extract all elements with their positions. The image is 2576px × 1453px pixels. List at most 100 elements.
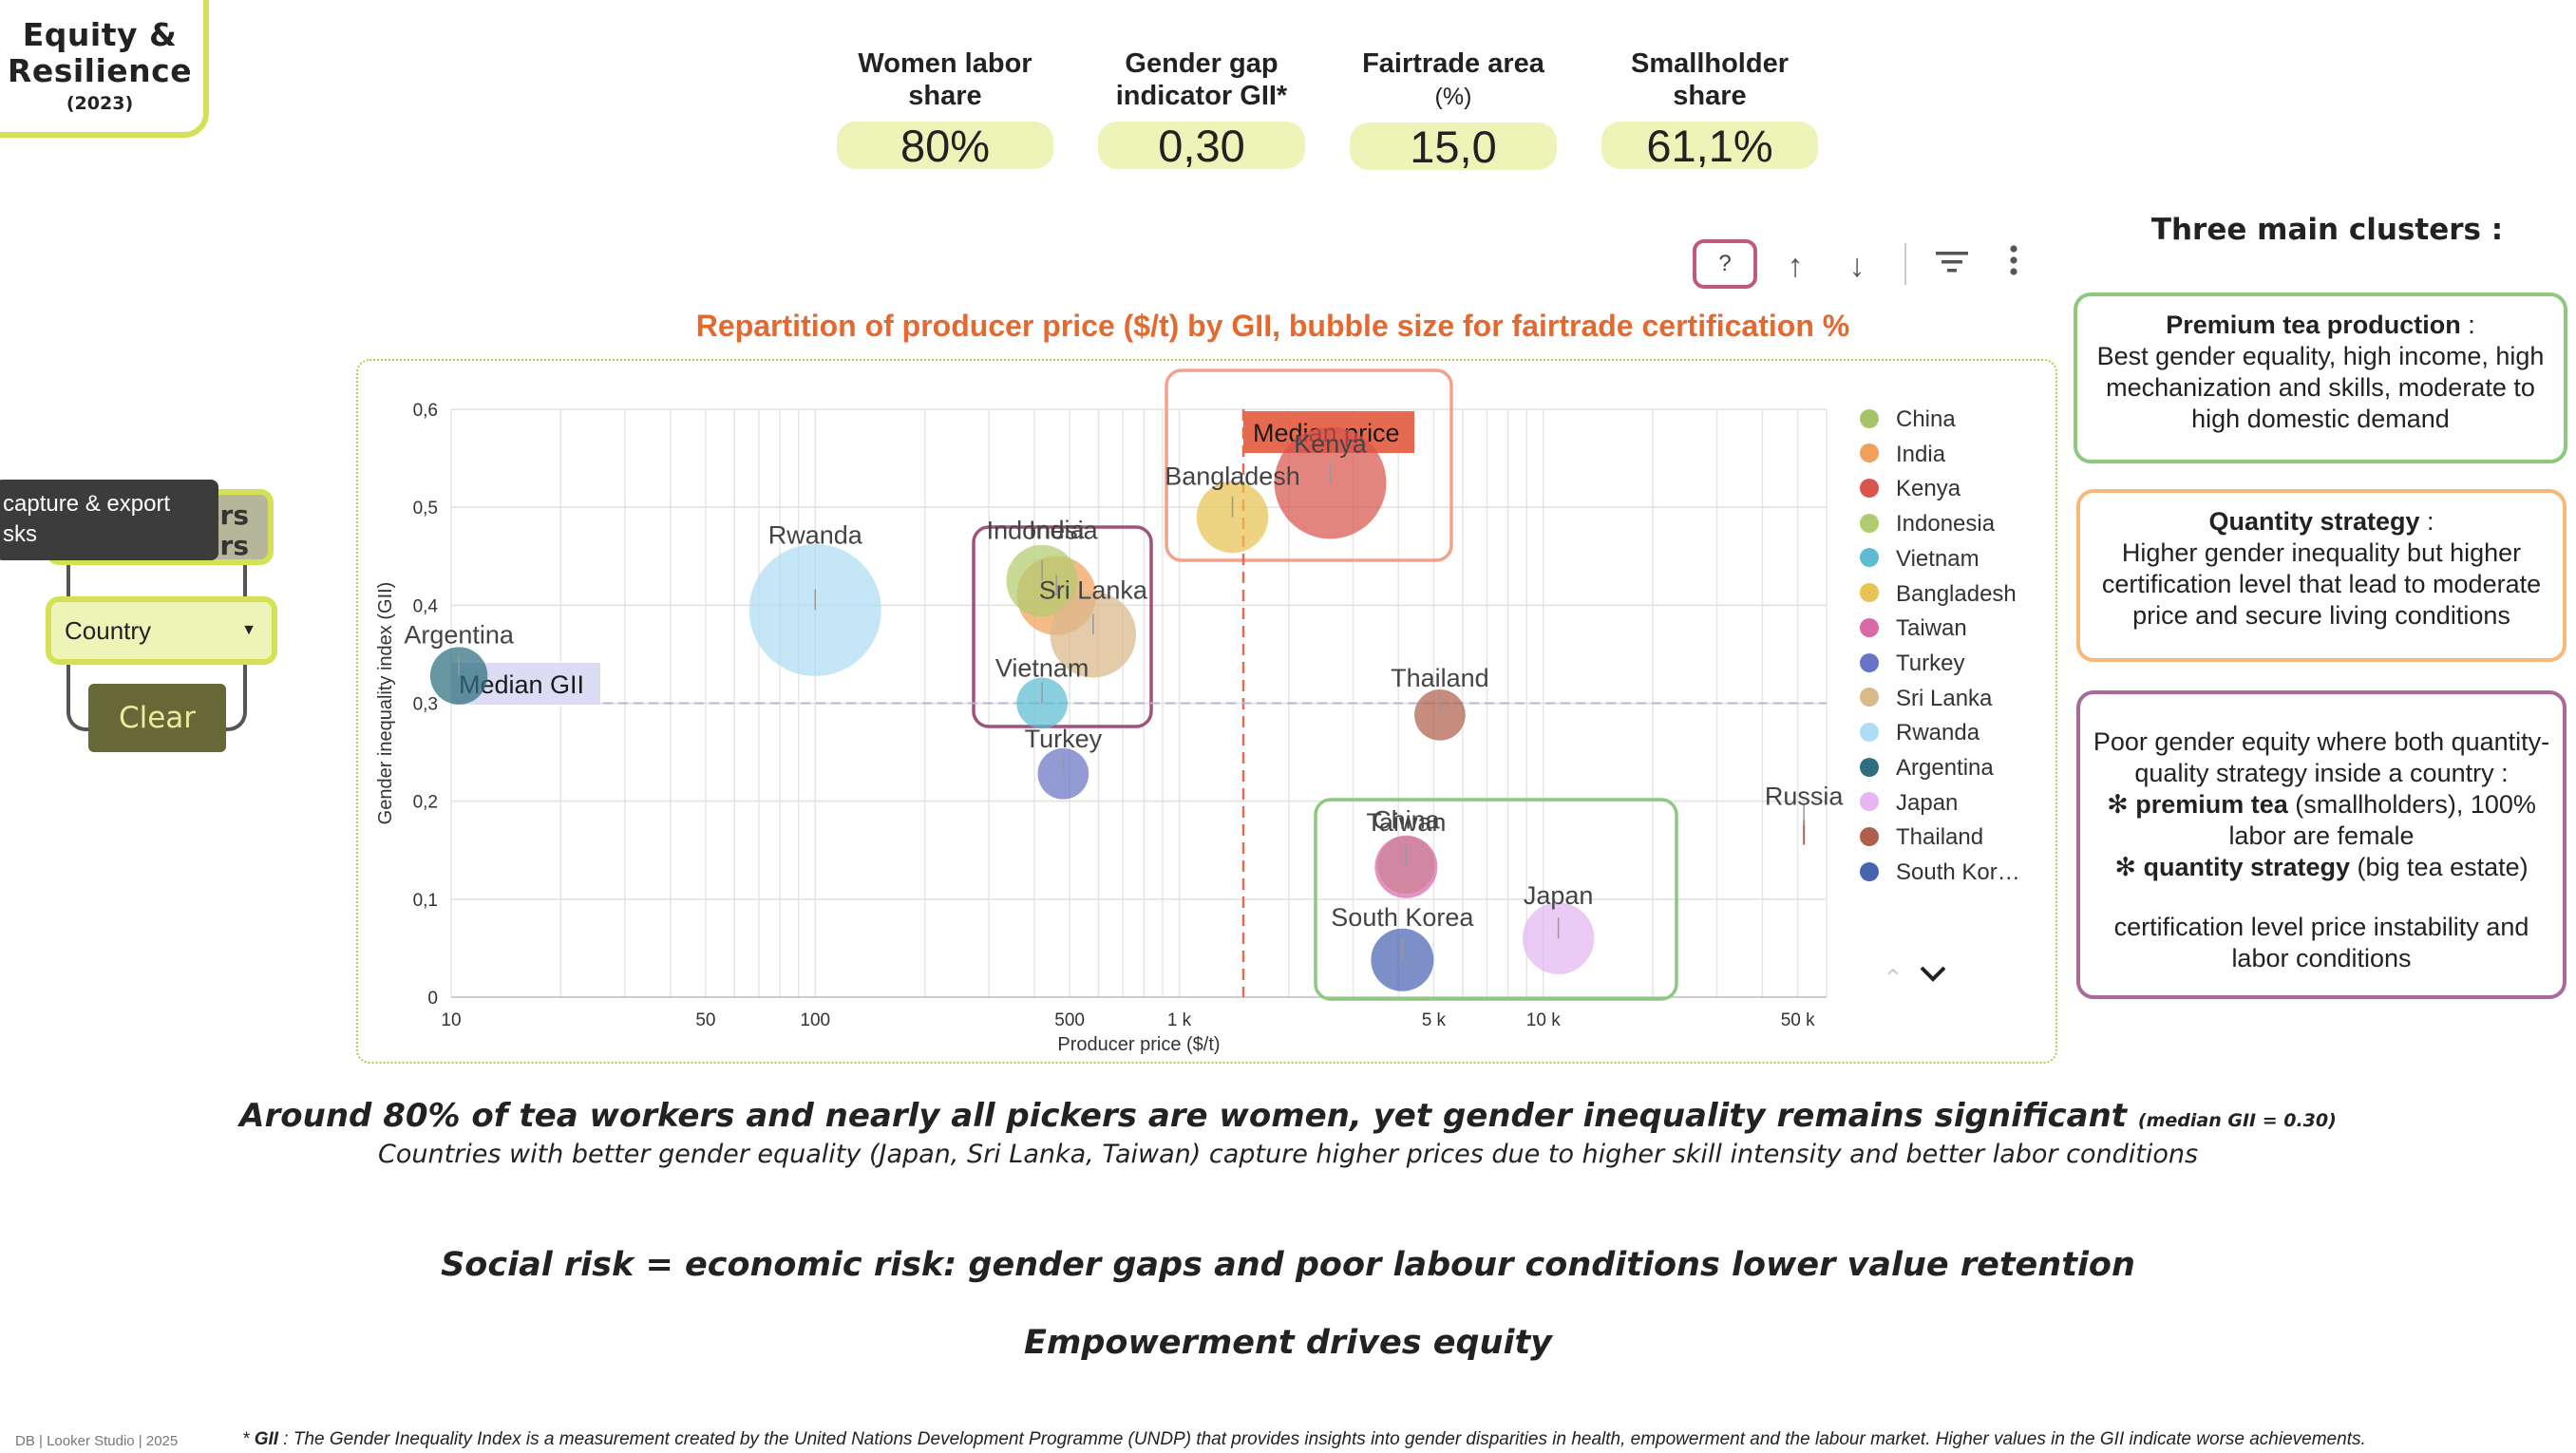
country-select[interactable]: Country ▼ (46, 596, 277, 665)
x-tick-label: 10 k (1526, 1010, 1561, 1030)
asterisk-bullet-icon: ✻ (2107, 790, 2129, 819)
legend-dot (1860, 757, 1879, 777)
footnote-bold: GII (254, 1429, 279, 1449)
cluster-box-kenya (1165, 368, 1453, 562)
country-select-label: Country (65, 616, 152, 645)
bubble-label: Russia (1765, 782, 1845, 810)
narrative-note: (median GII = 0.30) (2137, 1110, 2337, 1131)
kpi-label: Fairtrade area (1362, 48, 1544, 79)
legend-item[interactable]: China (1860, 403, 1956, 437)
bubble-label: Indonesia (987, 517, 1099, 545)
bubble-label: Thailand (1391, 664, 1489, 692)
legend-item[interactable]: Japan (1860, 786, 1958, 821)
bubble-label: Kenya (1294, 429, 1368, 458)
chart-title: Repartition of producer price ($/t) by G… (695, 309, 1850, 343)
legend-label: Japan (1896, 789, 1959, 816)
legend-item[interactable]: India (1860, 438, 1945, 472)
kpi-fairtrade-area: Fairtrade area (%) 15,0 (1349, 47, 1558, 172)
legend-item[interactable]: Kenya (1860, 472, 1960, 506)
legend-dot (1860, 688, 1879, 708)
x-tick-label: 10 (441, 1010, 461, 1030)
kpi-label: Smallholder share (1631, 48, 1789, 111)
help-button[interactable]: ? (1693, 239, 1757, 289)
legend-label: Kenya (1896, 476, 1961, 502)
arrow-up-icon[interactable]: ↑ (1787, 248, 1804, 284)
legend-item[interactable]: Indonesia (1860, 507, 1995, 541)
kpi-label: Gender gap indicator GII* (1115, 48, 1288, 111)
x-tick-label: 50 k (1781, 1010, 1815, 1030)
x-tick-label: 100 (800, 1010, 830, 1030)
bubble-label: Japan (1524, 881, 1594, 910)
cluster-bullet-bold: premium tea (2135, 790, 2288, 819)
arrow-down-icon[interactable]: ↓ (1848, 248, 1866, 284)
x-axis-title: Producer price ($/t) (1057, 1034, 1220, 1055)
legend-dot (1860, 408, 1879, 428)
legend-item[interactable]: Sri Lanka (1860, 682, 1992, 716)
kpi-value: 80% (837, 122, 1053, 171)
y-tick-label: 0,5 (413, 499, 438, 519)
kpi-women-labor: Women labor share 80% (836, 47, 1054, 171)
y-tick-label: 0,4 (413, 596, 439, 616)
legend-label: South Kor… (1896, 859, 2020, 886)
legend-label: India (1896, 441, 1946, 467)
legend-dot (1860, 722, 1879, 742)
bubble-label: South Korea (1331, 903, 1474, 932)
x-tick-label: 1 k (1167, 1010, 1192, 1030)
legend-item[interactable]: Vietnam (1860, 542, 1979, 576)
cluster-premium-card: Premium tea production : Best gender equ… (2074, 292, 2567, 463)
y-tick-label: 0 (427, 989, 438, 1009)
legend-label: Argentina (1896, 755, 1994, 781)
y-tick-label: 0,3 (413, 695, 438, 715)
footnote-text: : The Gender Inequality Index is a measu… (278, 1429, 2366, 1449)
kpi-smallholder: Smallholder share 61,1% (1596, 47, 1824, 171)
legend-item[interactable]: Taiwan (1860, 612, 1967, 646)
kpi-value: 61,1% (1601, 122, 1818, 171)
legend-item[interactable]: Bangladesh (1860, 577, 2017, 612)
more-vert-icon[interactable] (1990, 242, 2037, 290)
x-tick-label: 500 (1054, 1010, 1085, 1030)
y-tick-label: 0,2 (413, 793, 438, 813)
legend-dot (1860, 583, 1879, 603)
cluster-bullet-text: (smallholders), 100% labor are female (2228, 790, 2536, 850)
clusters-title: Three main clusters : (2150, 213, 2504, 247)
kpi-label: Women labor share (858, 48, 1032, 111)
bubble-label: China (1373, 806, 1441, 835)
legend-label: Turkey (1896, 650, 1965, 676)
legend-item[interactable]: Thailand (1860, 821, 1983, 855)
tooltip: capture & export sks (0, 480, 218, 560)
legend-dot (1860, 792, 1879, 812)
legend-item[interactable]: Rwanda (1860, 716, 1979, 750)
legend-page-up-icon[interactable]: ⌃ (1883, 964, 1904, 992)
legend-dot (1860, 827, 1879, 847)
legend-label: China (1896, 406, 1956, 432)
legend-item[interactable]: South Kor… (1860, 856, 2020, 890)
legend-page-down-icon[interactable] (1919, 964, 1947, 988)
clear-button[interactable]: Clear (88, 684, 226, 752)
dashboard-year: (2023) (66, 93, 134, 114)
bubble-label: Bangladesh (1165, 462, 1300, 490)
bubble-label: Rwanda (768, 520, 863, 549)
kpi-value: 15,0 (1350, 123, 1557, 172)
legend-item[interactable]: Turkey (1860, 647, 1964, 681)
legend-dot (1860, 548, 1879, 568)
x-tick-label: 5 k (1422, 1010, 1447, 1030)
caret-down-icon: ▼ (241, 622, 256, 638)
cluster-heading-suffix: : (2419, 507, 2434, 536)
chart-frame (356, 359, 2057, 1064)
asterisk-bullet-icon: ✻ (2114, 853, 2136, 881)
y-tick-label: 0,6 (413, 401, 438, 421)
dashboard-title: Equity & Resilience (7, 16, 193, 89)
legend-dot (1860, 617, 1879, 637)
bubble-label: Sri Lanka (1039, 576, 1148, 604)
cluster-heading: Quantity strategy (2208, 507, 2420, 536)
bubble-label: India (1029, 516, 1086, 544)
narrative-line-1: Around 80% of tea workers and nearly all… (0, 1097, 2576, 1135)
cluster-body: Best gender equality, high income, high … (2096, 342, 2545, 433)
cluster-body: Higher gender inequality but higher cert… (2101, 538, 2542, 630)
legend-item[interactable]: Argentina (1860, 751, 1994, 785)
legend-dot (1860, 479, 1879, 499)
kpi-gender-gap: Gender gap indicator GII* 0,30 (1097, 47, 1306, 171)
filter-icon[interactable] (1928, 242, 1976, 290)
legend-dot (1860, 513, 1879, 533)
